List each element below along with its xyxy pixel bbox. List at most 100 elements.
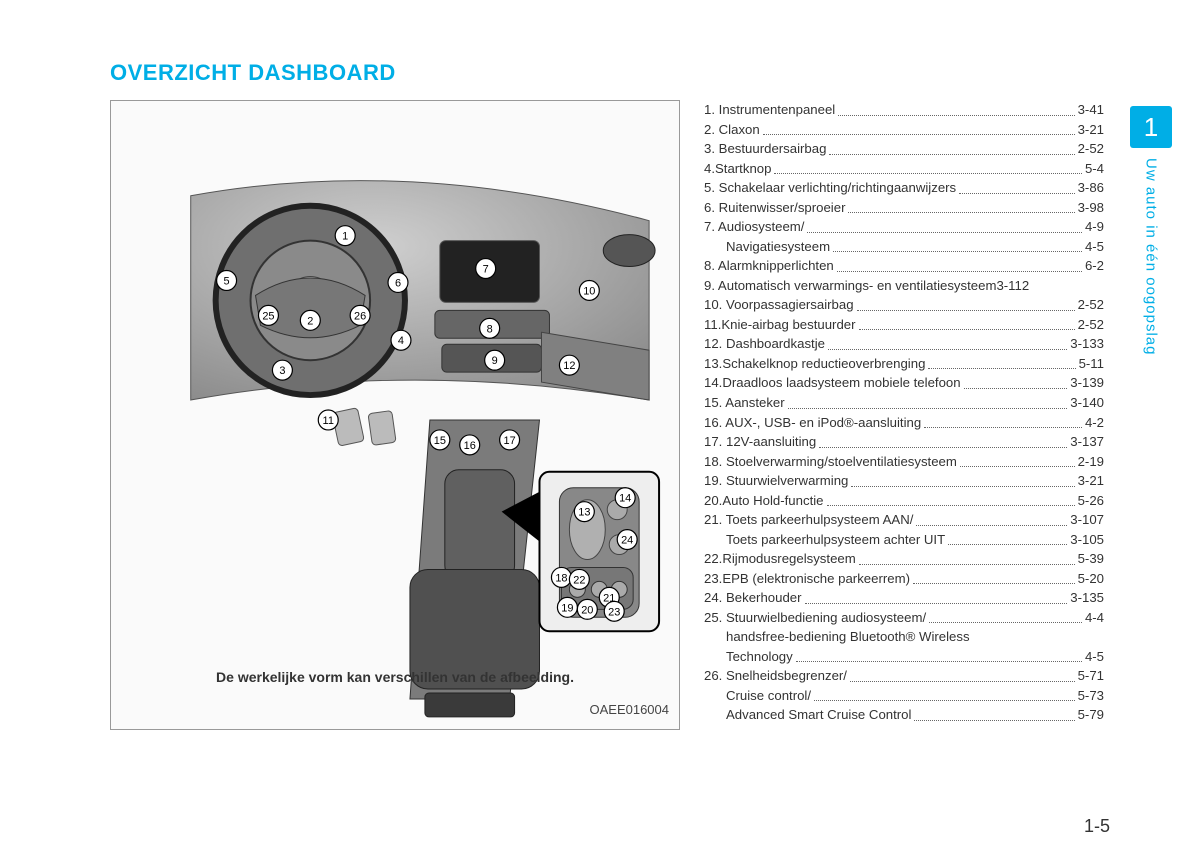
item-page: 2-52 [1078, 315, 1104, 335]
svg-text:26: 26 [354, 310, 366, 322]
subitem-label: Cruise control/ [704, 686, 811, 706]
leader-dots [819, 432, 1067, 448]
item-label: 17. 12V-aansluiting [704, 432, 816, 452]
leader-dots [916, 510, 1067, 526]
item-page: 2-52 [1078, 295, 1104, 315]
svg-text:15: 15 [434, 435, 446, 447]
dashboard-figure: 1234567891011121516172526131418192021222… [110, 100, 680, 730]
leader-dots [960, 452, 1075, 468]
subitem-label: handsfree-bediening Bluetooth® Wireless [704, 627, 970, 647]
chapter-label: Uw auto in één oogopslag [1143, 158, 1160, 355]
leader-dots [807, 217, 1082, 233]
svg-text:7: 7 [483, 264, 489, 276]
leader-dots [928, 354, 1075, 370]
svg-text:16: 16 [464, 440, 476, 452]
svg-text:22: 22 [573, 574, 585, 586]
item-page: 6-2 [1085, 256, 1104, 276]
subitem-label: Toets parkeerhulpsysteem achter UIT [704, 530, 945, 550]
svg-text:6: 6 [395, 277, 401, 289]
item-page: 3-21 [1078, 471, 1104, 491]
list-item: 5. Schakelaar verlichting/richtingaanwij… [704, 178, 1104, 198]
list-item: 11.Knie-airbag bestuurder 2-52 [704, 315, 1104, 335]
dashboard-svg: 1234567891011121516172526131418192021222… [111, 101, 679, 729]
item-label: 18. Stoelverwarming/stoelventilatiesyste… [704, 452, 957, 472]
svg-text:23: 23 [608, 606, 620, 618]
item-page: 5-4 [1085, 159, 1104, 179]
list-item: 6. Ruitenwisser/sproeier 3-98 [704, 198, 1104, 218]
item-label: 1. Instrumentenpaneel [704, 100, 835, 120]
item-label: 15. Aansteker [704, 393, 785, 413]
figure-code: OAEE016004 [589, 702, 669, 717]
content-row: 1234567891011121516172526131418192021222… [110, 100, 1120, 730]
list-item: 7. Audiosysteem/ 4-9Navigatiesysteem 4-5 [704, 217, 1104, 256]
svg-text:11: 11 [323, 415, 334, 427]
item-page: 3-107 [1070, 510, 1104, 530]
chapter-badge: 1 [1130, 106, 1172, 148]
item-page: 4-9 [1085, 217, 1104, 237]
svg-text:10: 10 [583, 285, 595, 297]
list-item: 15. Aansteker 3-140 [704, 393, 1104, 413]
item-page: 3-112 [996, 276, 1029, 296]
svg-text:5: 5 [224, 275, 230, 287]
svg-text:25: 25 [262, 310, 274, 322]
leader-dots [851, 471, 1074, 487]
item-page: 3-140 [1070, 393, 1104, 413]
item-label: 5. Schakelaar verlichting/richtingaanwij… [704, 178, 956, 198]
leader-dots [833, 237, 1082, 253]
list-item: 22.Rijmodusregelsysteem 5-39 [704, 549, 1104, 569]
list-item: 21. Toets parkeerhulpsysteem AAN/ 3-107T… [704, 510, 1104, 549]
svg-text:2: 2 [307, 315, 313, 327]
list-item: 14.Draadloos laadsysteem mobiele telefoo… [704, 373, 1104, 393]
svg-text:19: 19 [561, 602, 573, 614]
subitem-page: 5-73 [1078, 686, 1104, 706]
leader-dots [848, 198, 1074, 214]
subitem-label: Navigatiesysteem [704, 237, 830, 257]
leader-dots [964, 373, 1068, 389]
list-item: 1. Instrumentenpaneel 3-41 [704, 100, 1104, 120]
leader-dots [838, 100, 1074, 116]
list-item: 4.Startknop 5-4 [704, 159, 1104, 179]
leader-dots [814, 686, 1075, 702]
leader-dots [959, 178, 1074, 194]
svg-text:13: 13 [578, 507, 590, 519]
svg-text:8: 8 [487, 323, 493, 335]
side-tab: 1 Uw auto in één oogopslag [1130, 106, 1172, 355]
leader-dots [929, 608, 1082, 624]
svg-text:14: 14 [619, 493, 631, 505]
item-label: 26. Snelheidsbegrenzer/ [704, 666, 847, 686]
page-title: OVERZICHT DASHBOARD [110, 60, 1120, 86]
svg-text:3: 3 [279, 365, 285, 377]
item-page: 3-137 [1070, 432, 1104, 452]
item-label: 22.Rijmodusregelsysteem [704, 549, 856, 569]
list-item: 16. AUX-, USB- en iPod®-aansluiting 4-2 [704, 413, 1104, 433]
figure-column: 1234567891011121516172526131418192021222… [110, 100, 680, 730]
svg-text:24: 24 [621, 535, 633, 547]
item-page: 3-98 [1078, 198, 1104, 218]
item-label: 4.Startknop [704, 159, 771, 179]
svg-text:4: 4 [398, 335, 404, 347]
leader-dots [859, 315, 1075, 331]
list-item: 13.Schakelknop reductieoverbrenging 5-11 [704, 354, 1104, 374]
item-label: 16. AUX-, USB- en iPod®-aansluiting [704, 413, 921, 433]
item-label: 13.Schakelknop reductieoverbrenging [704, 354, 925, 374]
list-item: 23.EPB (elektronische parkeerrem) 5-20 [704, 569, 1104, 589]
list-item: 9. Automatisch verwarmings- en ventilati… [704, 276, 1104, 296]
list-item: 25. Stuurwielbediening audiosysteem/ 4-4… [704, 608, 1104, 667]
item-label: 23.EPB (elektronische parkeerrem) [704, 569, 910, 589]
item-page: 5-39 [1078, 549, 1104, 569]
subitem-page: 4-5 [1085, 237, 1104, 257]
item-page: 3-86 [1078, 178, 1104, 198]
leader-dots [837, 256, 1082, 272]
item-label: 10. Voorpassagiersairbag [704, 295, 854, 315]
item-label: 14.Draadloos laadsysteem mobiele telefoo… [704, 373, 961, 393]
leader-dots [805, 588, 1068, 604]
item-label: 9. Automatisch verwarmings- en ventilati… [704, 276, 996, 296]
leader-dots [796, 647, 1082, 663]
page-number: 1-5 [1084, 816, 1110, 837]
reference-list: 1. Instrumentenpaneel 3-412. Claxon 3-21… [704, 100, 1104, 730]
svg-text:1: 1 [342, 231, 348, 243]
svg-text:20: 20 [581, 604, 593, 616]
leader-dots [857, 295, 1075, 311]
svg-text:9: 9 [492, 355, 498, 367]
manual-page: 1 Uw auto in één oogopslag OVERZICHT DAS… [0, 0, 1200, 861]
